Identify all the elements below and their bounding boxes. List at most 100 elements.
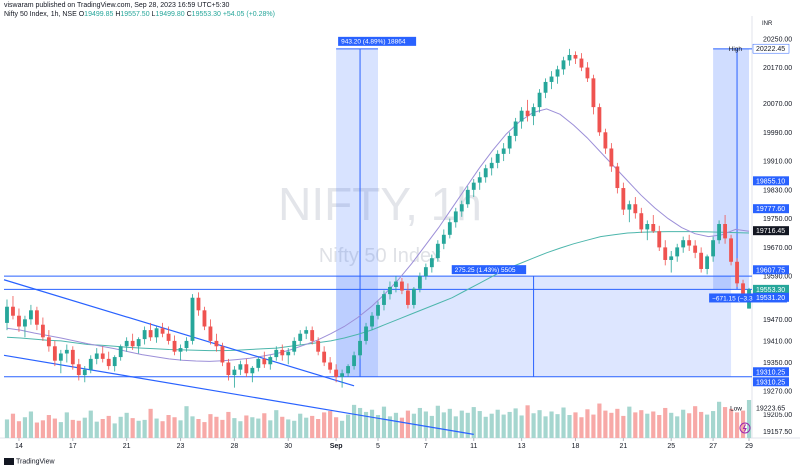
candle bbox=[645, 220, 650, 241]
candle bbox=[286, 348, 291, 365]
price-badges: High 20222.45 19855.10 19777.60 19716.45 1960… bbox=[729, 43, 790, 413]
candle-body bbox=[585, 67, 590, 79]
candle-body bbox=[615, 166, 620, 189]
candle-body bbox=[226, 362, 231, 376]
lightning-icon[interactable] bbox=[739, 422, 751, 434]
volume-bar bbox=[441, 412, 446, 438]
candle bbox=[5, 299, 9, 331]
symbol-info[interactable]: Nifty 50 Index, 1h, NSE bbox=[4, 11, 77, 18]
ohlc-close-value: 19553.30 bbox=[191, 11, 221, 18]
candle bbox=[202, 306, 207, 331]
trend-line-upper[interactable] bbox=[3, 279, 355, 387]
candle-body bbox=[549, 76, 554, 82]
candle-body bbox=[453, 211, 458, 223]
candle bbox=[130, 333, 135, 350]
candle bbox=[537, 89, 542, 113]
volume-bar bbox=[375, 415, 381, 438]
currency-label: INR bbox=[762, 21, 773, 27]
time-tick-label: 27 bbox=[709, 443, 717, 450]
volume-bar bbox=[268, 420, 273, 438]
price-badge-value: 19777.60 bbox=[756, 206, 785, 213]
price-tick-label: 19830.00 bbox=[763, 187, 792, 194]
candle bbox=[489, 157, 494, 176]
volume-bar bbox=[280, 416, 285, 438]
candle-body bbox=[627, 204, 632, 210]
candle-body bbox=[334, 369, 339, 377]
time-tick-label: 13 bbox=[518, 443, 526, 450]
candle-body bbox=[100, 353, 105, 359]
candle-body bbox=[441, 234, 446, 244]
candle bbox=[735, 258, 739, 287]
volume-bar bbox=[477, 411, 482, 438]
volume-bar bbox=[489, 413, 494, 438]
lightning-icon-glyph bbox=[742, 424, 747, 432]
watermark: NIFTY, 1h Nifty 50 Index bbox=[278, 178, 482, 267]
candle-body bbox=[214, 340, 219, 347]
volume-bar bbox=[603, 410, 608, 438]
range-annotations: 943.20 (4.89%) 18864 275.25 (1.43%) 5505 −… bbox=[338, 36, 788, 303]
candle-body bbox=[280, 349, 285, 356]
candle bbox=[358, 337, 362, 359]
candle bbox=[106, 351, 111, 370]
candle bbox=[154, 326, 159, 343]
time-axis[interactable]: 14 17 21 23 28 30 Sep 5 7 11 13 18 21 25 27 29 bbox=[15, 438, 753, 450]
volume-bar bbox=[328, 411, 333, 438]
volume-bar bbox=[178, 420, 183, 438]
candle-body bbox=[11, 306, 15, 316]
candle-body bbox=[699, 252, 704, 269]
volume-bar bbox=[16, 421, 22, 438]
candle bbox=[651, 215, 656, 233]
volume-bar bbox=[549, 411, 554, 438]
candle bbox=[411, 286, 416, 309]
candle bbox=[76, 358, 81, 381]
time-tick-label: 25 bbox=[667, 443, 675, 450]
volume-bar bbox=[411, 413, 416, 438]
candle bbox=[352, 351, 356, 370]
time-tick-label: 17 bbox=[69, 443, 77, 450]
candle-body bbox=[346, 366, 350, 374]
candle bbox=[483, 164, 488, 183]
volume-bar bbox=[316, 419, 321, 438]
range-annotation-box bbox=[451, 265, 527, 275]
trend-line-lower[interactable] bbox=[3, 354, 474, 435]
candle-body bbox=[130, 340, 135, 347]
candle bbox=[382, 290, 386, 311]
tradingview-logo[interactable]: TradingView bbox=[4, 458, 55, 465]
candle bbox=[226, 358, 231, 381]
candle bbox=[519, 107, 524, 129]
volume-bar bbox=[399, 417, 405, 438]
volume-bar bbox=[124, 412, 129, 438]
volume-bar bbox=[363, 411, 369, 438]
volume-bar bbox=[52, 418, 57, 438]
volume-bar bbox=[435, 405, 440, 438]
candle bbox=[11, 295, 15, 320]
candle-body bbox=[501, 148, 506, 154]
price-badge bbox=[753, 265, 789, 275]
candle-body bbox=[232, 369, 237, 376]
price-tick-label: 20250.00 bbox=[763, 36, 792, 43]
ohlc-open-value: 19499.85 bbox=[84, 11, 114, 18]
time-tick-label: Sep bbox=[330, 443, 343, 450]
volume-bar bbox=[633, 412, 638, 438]
candle bbox=[23, 315, 27, 338]
candle bbox=[687, 234, 692, 251]
price-badge bbox=[753, 403, 789, 413]
volume-bar bbox=[687, 413, 692, 438]
price-axis[interactable]: 20250.00 20170.00 20070.00 19990.00 19910.00… bbox=[763, 36, 792, 436]
volume-bar bbox=[232, 418, 237, 438]
candle-body bbox=[178, 348, 183, 352]
trend-lines[interactable] bbox=[3, 279, 474, 435]
volume-bar bbox=[220, 419, 225, 438]
volume-bar bbox=[28, 411, 34, 438]
candle bbox=[52, 340, 57, 367]
candle-body bbox=[82, 369, 87, 376]
volume-bar bbox=[531, 413, 536, 438]
ohlc-low-value: 19499.80 bbox=[155, 11, 185, 18]
candle bbox=[699, 247, 704, 273]
candle bbox=[250, 366, 255, 383]
candle-body bbox=[238, 364, 243, 370]
volume-bar bbox=[130, 418, 135, 438]
volume-bar bbox=[202, 422, 207, 438]
volume-bar bbox=[274, 410, 279, 438]
